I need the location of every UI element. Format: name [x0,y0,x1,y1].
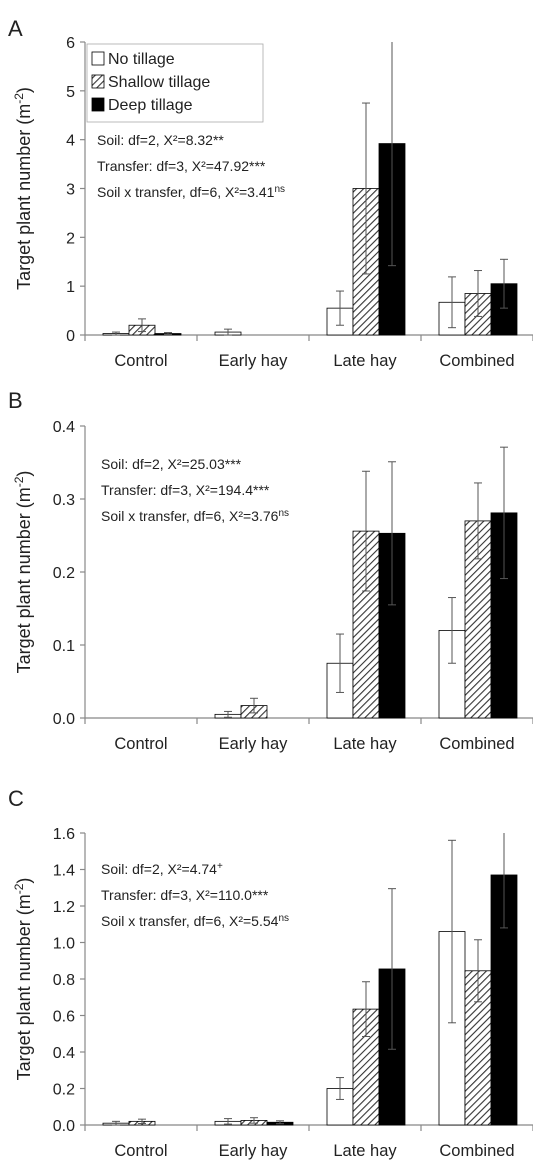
y-tick-label: 2 [66,230,75,247]
x-tick-label: Combined [439,352,514,370]
panel-letter: C [8,786,24,811]
y-tick-label: 1 [66,279,75,296]
stat-text: Soil x transfer, df=6, X²=5.54ns [101,913,289,929]
x-tick-label: Control [114,1142,167,1160]
y-axis-label: Target plant number (m-2) [12,878,34,1081]
y-tick-label: 0.6 [53,1009,75,1026]
x-tick-label: Control [114,735,167,753]
y-tick-label: 0.0 [53,1118,75,1135]
legend-label: Deep tillage [108,97,193,114]
chart-panel-a: A 0 1 2 3 4 5 6 Control Early hay Late hay Combined… [8,16,533,370]
y-tick-label: 1.2 [53,899,75,916]
y-tick-label: 3 [66,182,75,199]
y-tick-label: 0.8 [53,972,75,989]
y-tick-label: 0.3 [53,492,75,509]
y-tick-label: 6 [66,35,75,52]
chart-panels: A 0 1 2 3 4 5 6 Control Early hay Late hay Combined… [8,16,533,1160]
y-tick-label: 0 [66,328,75,345]
y-tick-label: 1.6 [53,826,75,843]
panel-letter: A [8,16,23,41]
stat-text: Soil x transfer, df=6, X²=3.41ns [97,184,285,200]
chart-panel-c: C 0.0 0.2 0.4 0.6 0.8 1.0 1.2 1.4 1.6 Control Early… [8,786,533,1160]
stat-text: Transfer: df=3, X²=194.4*** [101,482,270,498]
y-tick-label: 1.4 [53,863,75,880]
stat-text: Soil x transfer, df=6, X²=3.76ns [101,508,289,524]
panel-letter: B [8,388,23,413]
x-tick-label: Late hay [333,352,397,370]
stat-text: Soil: df=2, X²=4.74+ [101,861,223,877]
x-tick-label: Combined [439,735,514,753]
legend-swatch [91,51,105,66]
stat-text: Soil: df=2, X²=8.32** [97,132,224,148]
legend: No tillage Shallow tillage Deep tillage [86,43,264,123]
stat-text: Soil: df=2, X²=25.03*** [101,456,242,472]
legend-swatch [91,97,105,112]
stat-text: Transfer: df=3, X²=110.0*** [101,887,269,903]
x-tick-label: Early hay [219,352,289,370]
chart-panel-b: B 0.0 0.1 0.2 0.3 0.4 Control Early hay Late hay… [8,388,533,753]
y-tick-label: 0.4 [53,419,75,436]
y-tick-label: 0.2 [53,1082,75,1099]
x-tick-label: Late hay [333,735,397,753]
legend-label: No tillage [108,51,175,68]
x-tick-label: Early hay [219,1142,289,1160]
legend-swatch [91,74,105,89]
y-tick-label: 0.1 [53,638,75,655]
x-tick-label: Control [114,352,167,370]
x-tick-label: Early hay [219,735,289,753]
y-axis-label: Target plant number (m-2) [12,471,34,674]
y-tick-label: 4 [66,133,75,150]
y-tick-label: 0.2 [53,565,75,582]
y-tick-label: 1.0 [53,936,75,953]
y-tick-label: 0.0 [53,711,75,728]
x-tick-label: Late hay [333,1142,397,1160]
stat-text: Transfer: df=3, X²=47.92*** [97,158,266,174]
y-tick-label: 0.4 [53,1045,75,1062]
legend-label: Shallow tillage [108,74,210,91]
y-axis-label: Target plant number (m-2) [12,87,34,290]
x-tick-label: Combined [439,1142,514,1160]
y-tick-label: 5 [66,84,75,101]
legend-box [86,43,264,123]
